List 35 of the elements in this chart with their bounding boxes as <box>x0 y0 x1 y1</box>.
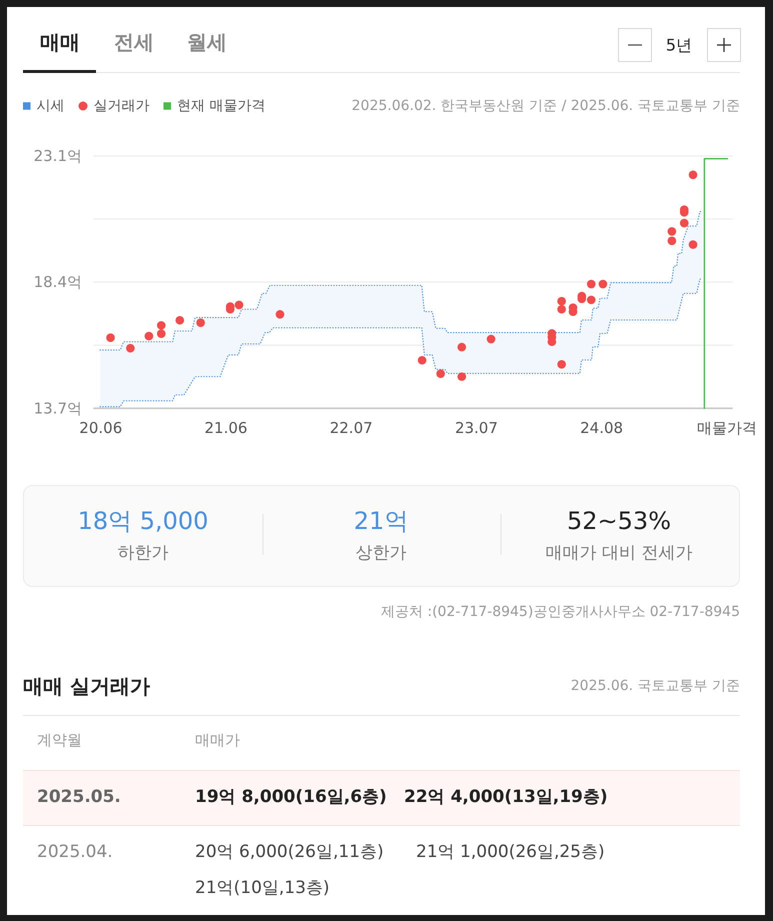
annotation: 2025.06.02. 한국부동산원 기준 / 2025.06. 국토교통부 기준 <box>352 98 740 114</box>
annotation: 22억 4,000(13일,19층) <box>404 787 608 807</box>
annotation: 제공처 :(02-717-8945)공인중개사사무소 02-717-8945 <box>380 604 740 620</box>
annotation: 전세 <box>114 30 154 54</box>
annotation: 2025.05. <box>37 787 121 807</box>
annotation: 매매가 대비 전세가 <box>546 543 692 563</box>
x-tick-label: 24.08 <box>580 419 624 437</box>
y-tick-label: 18.4억 <box>34 273 82 292</box>
annotation: 상한가 <box>356 543 406 563</box>
y-tick-label: 13.7억 <box>34 399 82 418</box>
legend-label: 현재 매물가격 <box>177 98 266 114</box>
annotation: 매매 실거래가 <box>23 674 150 698</box>
x-tick-label: 23.07 <box>454 419 498 437</box>
annotation: 2025.04. <box>37 842 113 862</box>
annotation: 하한가 <box>118 543 168 563</box>
annotation: 19억 8,000(16일,6층) <box>195 787 387 807</box>
annotation: 계약월 <box>37 731 82 749</box>
annotation: 2025.06. 국토교통부 기준 <box>570 678 740 694</box>
y-tick-label: 23.1억 <box>34 147 82 165</box>
x-tick-label: 21.06 <box>204 419 248 437</box>
annotation: 21억 1,000(26일,25층) <box>416 842 605 862</box>
annotation: 21억 <box>354 507 408 535</box>
annotation: 매매 <box>40 30 80 54</box>
annotation: 21억(10일,13층) <box>195 878 330 898</box>
annotation: 18억 5,000 <box>78 507 208 535</box>
x-tick-label: 매물가격 <box>696 419 757 437</box>
legend-label: 시세 <box>36 98 64 114</box>
x-tick-label: 22.07 <box>330 419 373 437</box>
annotation: 20억 6,000(26일,11층) <box>195 842 384 862</box>
annotation: 5년 <box>666 36 692 54</box>
legend-label: 실거래가 <box>94 98 150 114</box>
x-tick-label: 20.06 <box>79 419 122 437</box>
annotation: 매매가 <box>195 731 240 749</box>
annotation: 월세 <box>187 30 227 54</box>
annotation: 52~53% <box>567 507 671 535</box>
